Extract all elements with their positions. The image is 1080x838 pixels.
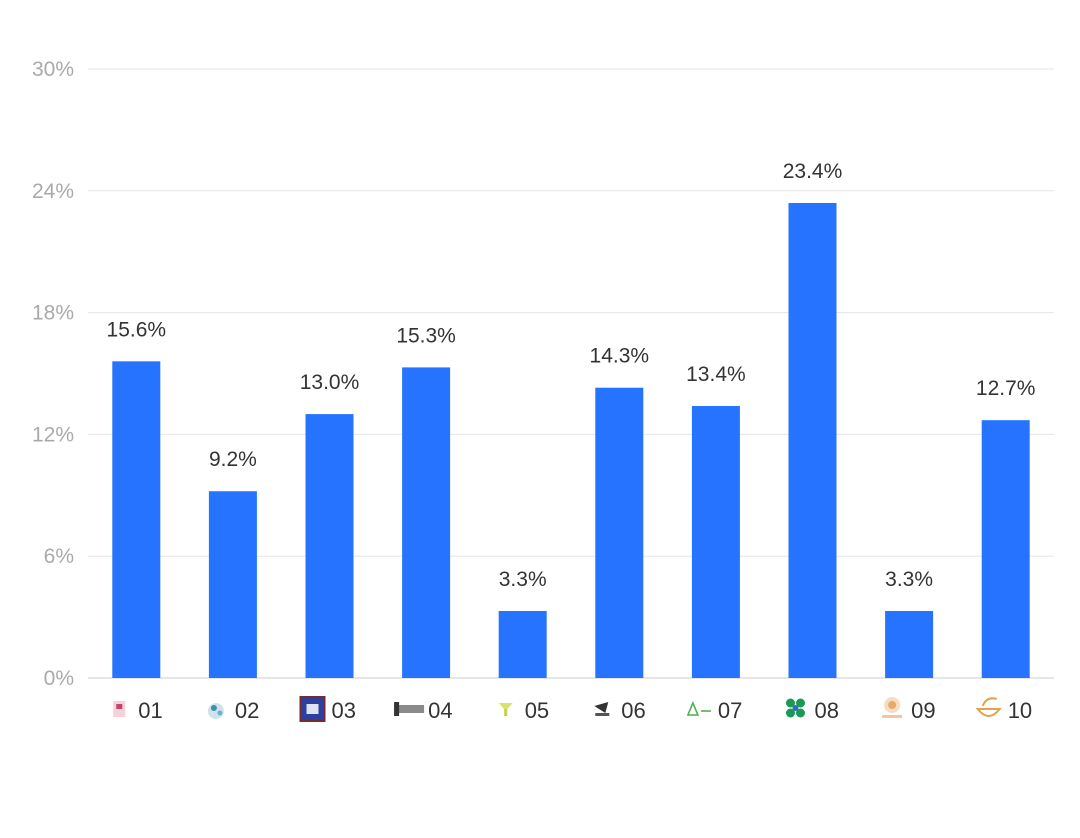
bar-04: [402, 367, 451, 678]
category-label-02: 02: [235, 698, 259, 723]
logo-10-icon: [975, 697, 1002, 717]
logo-08-icon: [786, 698, 805, 718]
bar-07: [691, 405, 740, 678]
data-label-08: 23.4%: [783, 160, 843, 183]
logo-05-icon: [498, 703, 513, 716]
data-label-07: 13.4%: [686, 363, 746, 386]
logo-01-icon: [113, 701, 126, 717]
y-tick-label: 24%: [32, 180, 74, 203]
bar-03: [305, 414, 354, 678]
data-label-04: 15.3%: [396, 324, 456, 347]
x-axis-categories: 01 02 03 04 05 06 07 08 09 10: [113, 696, 1032, 723]
category-label-03: 03: [332, 698, 356, 723]
logo-04-icon: [394, 702, 425, 716]
category-label-10: 10: [1008, 698, 1032, 723]
bar-10: [981, 420, 1030, 678]
y-tick-label: 6%: [44, 545, 74, 568]
category-label-06: 06: [621, 698, 645, 723]
bar-06: [595, 387, 644, 678]
logo-03-icon: [299, 696, 326, 722]
data-label-06: 14.3%: [590, 345, 650, 368]
logo-07-icon: [686, 700, 711, 716]
logo-02-icon: [207, 703, 224, 719]
bars: [112, 202, 1030, 679]
logo-06-icon: [594, 702, 610, 716]
y-tick-label: 12%: [32, 423, 74, 446]
bar-02: [208, 491, 257, 678]
bar-09: [885, 611, 934, 678]
category-label-07: 07: [718, 698, 742, 723]
data-label-02: 9.2%: [209, 448, 257, 471]
bar-05: [498, 611, 547, 678]
data-label-09: 3.3%: [885, 568, 933, 591]
y-tick-label: 18%: [32, 302, 74, 325]
data-labels: 15.6% 9.2% 13.0% 15.3% 3.3% 14.3% 13.4% 23.4% 3.…: [107, 160, 1036, 591]
data-label-10: 12.7%: [976, 377, 1036, 400]
category-label-08: 08: [815, 698, 839, 723]
data-label-03: 13.0%: [300, 371, 360, 394]
data-label-05: 3.3%: [499, 568, 547, 591]
bar-08: [788, 202, 837, 679]
category-label-05: 05: [525, 698, 549, 723]
category-label-09: 09: [911, 698, 935, 723]
y-tick-label: 0%: [44, 667, 74, 690]
category-label-04: 04: [428, 698, 452, 723]
data-label-01: 15.6%: [107, 318, 167, 341]
category-label-01: 01: [138, 698, 162, 723]
y-axis-ticks: 0% 6% 12% 18% 24% 30%: [32, 58, 74, 690]
logo-09-icon: [882, 697, 903, 718]
bar-01: [112, 361, 161, 678]
y-tick-label: 30%: [32, 58, 74, 81]
